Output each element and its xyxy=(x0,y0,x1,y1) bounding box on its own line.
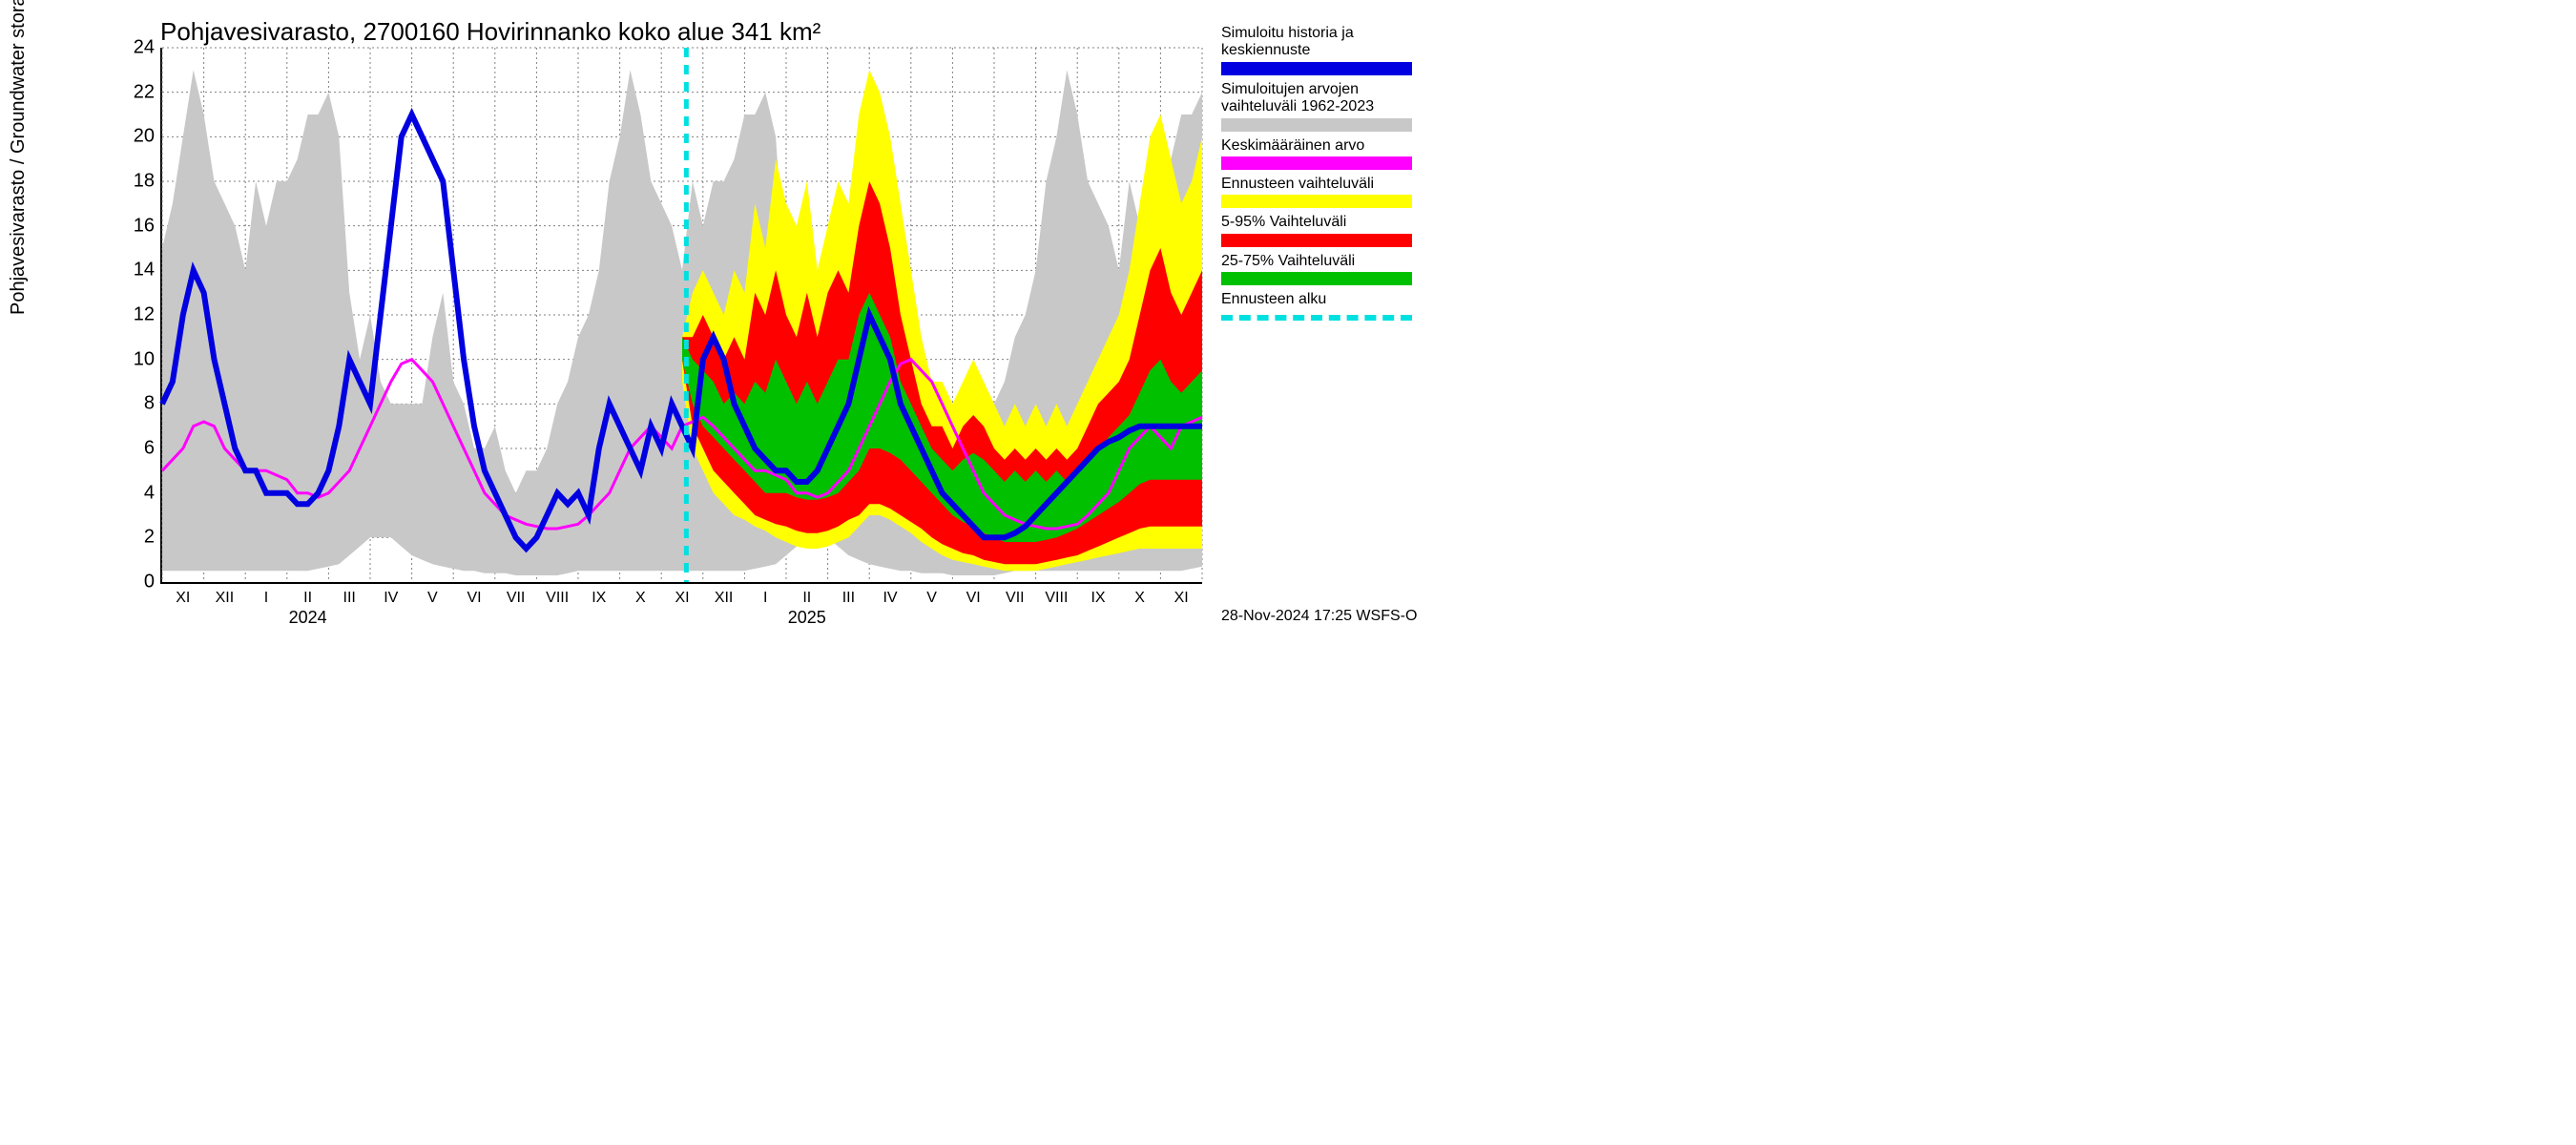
x-tick-month: IV xyxy=(883,590,897,607)
plot-svg xyxy=(162,48,1202,582)
x-tick-month: XI xyxy=(176,590,190,607)
x-tick-month: III xyxy=(343,590,356,607)
legend-label: Keskimääräinen arvo xyxy=(1221,137,1422,155)
legend-label: Simuloitu historia ja xyxy=(1221,25,1422,42)
x-tick-month: VII xyxy=(1006,590,1025,607)
x-tick-month: XII xyxy=(216,590,235,607)
y-tick-label: 2 xyxy=(116,527,155,549)
x-tick-month: VI xyxy=(966,590,981,607)
x-tick-month: VIII xyxy=(1045,590,1068,607)
y-tick-label: 4 xyxy=(116,482,155,504)
x-tick-month: V xyxy=(427,590,438,607)
legend-swatch xyxy=(1221,195,1412,208)
x-tick-month: II xyxy=(303,590,312,607)
x-tick-month: V xyxy=(926,590,937,607)
legend-label: 5-95% Vaihteluväli xyxy=(1221,214,1422,231)
x-tick-month: XI xyxy=(675,590,689,607)
legend-item: 25-75% Vaihteluväli xyxy=(1221,253,1422,285)
x-tick-month: IV xyxy=(384,590,398,607)
x-tick-month: VIII xyxy=(546,590,569,607)
x-tick-month: XII xyxy=(715,590,734,607)
y-tick-label: 20 xyxy=(116,126,155,148)
legend-swatch xyxy=(1221,234,1412,247)
y-tick-label: 24 xyxy=(116,37,155,59)
legend-swatch xyxy=(1221,272,1412,285)
legend-item: Ennusteen vaihteluväli xyxy=(1221,176,1422,208)
x-tick-month: III xyxy=(842,590,855,607)
legend-label: Ennusteen alku xyxy=(1221,291,1422,308)
legend-label: 25-75% Vaihteluväli xyxy=(1221,253,1422,270)
y-tick-label: 18 xyxy=(116,171,155,193)
legend-swatch xyxy=(1221,156,1412,170)
legend-item: Simuloitu historia jakeskiennuste xyxy=(1221,25,1422,75)
legend-label: Ennusteen vaihteluväli xyxy=(1221,176,1422,193)
y-tick-label: 22 xyxy=(116,81,155,103)
legend-swatch xyxy=(1221,118,1412,132)
x-tick-month: II xyxy=(802,590,811,607)
legend-label: Simuloitujen arvojen xyxy=(1221,81,1422,98)
legend-dash xyxy=(1221,315,1412,321)
x-tick-month: X xyxy=(1134,590,1145,607)
y-axis-label: Pohjavesivarasto / Groundwater storage m… xyxy=(8,0,30,315)
legend-item: Ennusteen alku xyxy=(1221,291,1422,320)
x-tick-month: I xyxy=(264,590,268,607)
legend-item: Simuloitujen arvojenvaihteluväli 1962-20… xyxy=(1221,81,1422,132)
x-tick-year: 2025 xyxy=(788,608,826,628)
legend-label: keskiennuste xyxy=(1221,42,1422,59)
legend-item: Keskimääräinen arvo xyxy=(1221,137,1422,170)
legend: Simuloitu historia jakeskiennusteSimuloi… xyxy=(1221,25,1422,326)
legend-label: vaihteluväli 1962-2023 xyxy=(1221,98,1422,115)
y-tick-label: 6 xyxy=(116,438,155,460)
y-tick-label: 16 xyxy=(116,215,155,237)
y-tick-label: 12 xyxy=(116,304,155,326)
y-tick-label: 0 xyxy=(116,572,155,593)
x-tick-month: XI xyxy=(1174,590,1189,607)
x-tick-year: 2024 xyxy=(289,608,327,628)
y-tick-label: 10 xyxy=(116,348,155,370)
legend-item: 5-95% Vaihteluväli xyxy=(1221,214,1422,246)
x-tick-month: VII xyxy=(507,590,526,607)
x-tick-month: VI xyxy=(467,590,481,607)
x-tick-month: I xyxy=(763,590,767,607)
plot-area: 024681012141618202224XIXIIIIIIIIIVVVIVII… xyxy=(160,48,1202,584)
x-tick-month: IX xyxy=(1091,590,1105,607)
x-tick-month: X xyxy=(635,590,646,607)
x-tick-month: IX xyxy=(592,590,606,607)
y-tick-label: 14 xyxy=(116,260,155,281)
footer-timestamp: 28-Nov-2024 17:25 WSFS-O xyxy=(1221,608,1417,625)
chart-title: Pohjavesivarasto, 2700160 Hovirinnanko k… xyxy=(160,17,821,47)
y-tick-label: 8 xyxy=(116,393,155,415)
chart-container: Pohjavesivarasto / Groundwater storage m… xyxy=(0,0,1431,636)
legend-swatch xyxy=(1221,62,1412,75)
